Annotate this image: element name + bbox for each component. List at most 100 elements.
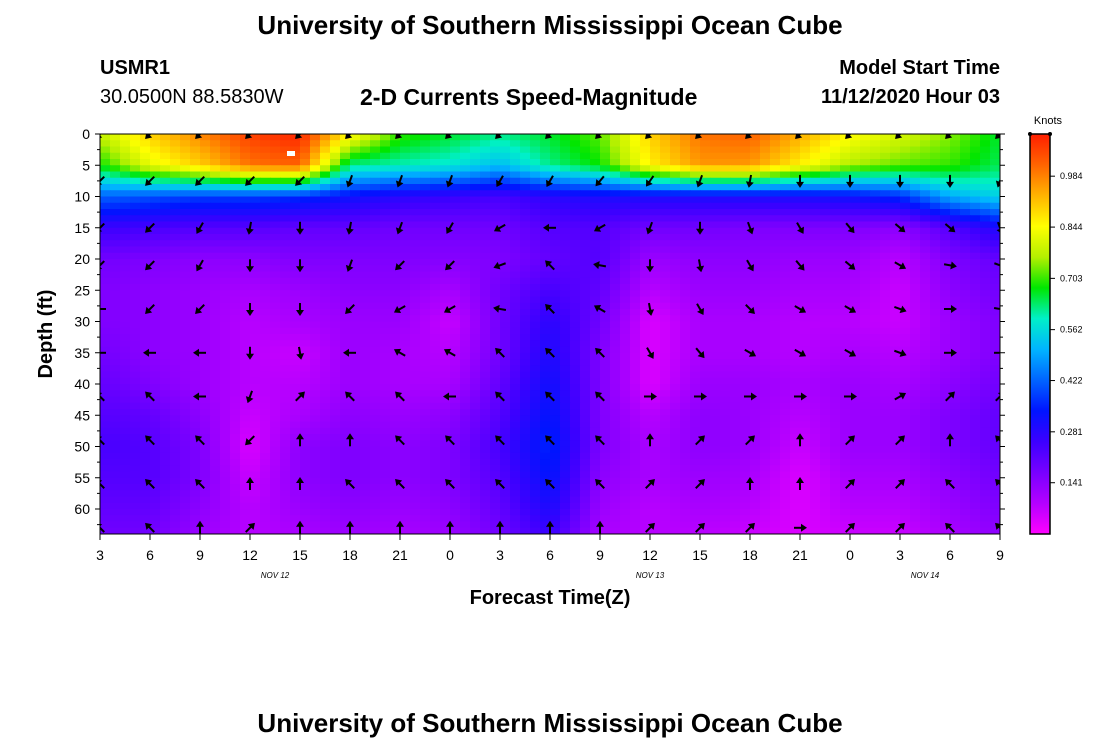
heatmap-cell xyxy=(340,277,351,285)
heatmap-cell xyxy=(510,371,521,379)
heatmap-cell xyxy=(160,259,171,266)
heatmap-cell xyxy=(400,346,411,354)
heatmap-cell xyxy=(130,371,141,379)
heatmap-cell xyxy=(680,346,691,354)
heatmap-cell xyxy=(250,334,261,341)
heatmap-cell xyxy=(250,327,261,335)
heatmap-cell xyxy=(220,334,231,341)
heatmap-cell xyxy=(650,209,661,216)
heatmap-cell xyxy=(970,434,981,441)
heatmap-cell xyxy=(510,340,521,348)
heatmap-cell xyxy=(170,277,181,285)
heatmap-cell xyxy=(180,190,191,198)
heatmap-cell xyxy=(810,165,821,173)
heatmap-cell xyxy=(260,215,271,223)
heatmap-cell xyxy=(630,146,641,154)
heatmap-cell xyxy=(880,215,891,223)
heatmap-cell xyxy=(180,246,191,254)
heatmap-cell xyxy=(440,384,451,391)
heatmap-cell xyxy=(210,396,221,404)
heatmap-cell xyxy=(750,196,761,204)
heatmap-cell xyxy=(680,196,691,204)
heatmap-cell xyxy=(890,365,901,373)
heatmap-cell xyxy=(180,259,191,266)
heatmap-cell xyxy=(910,359,921,366)
heatmap-cell xyxy=(910,271,921,279)
heatmap-cell xyxy=(390,446,401,454)
heatmap-cell xyxy=(270,477,281,485)
heatmap-cell xyxy=(520,384,531,391)
heatmap-cell xyxy=(680,259,691,266)
heatmap-cell xyxy=(940,140,951,148)
heatmap-cell xyxy=(300,234,311,241)
heatmap-cell xyxy=(910,234,921,241)
heatmap-cell xyxy=(320,234,331,241)
heatmap-cell xyxy=(730,252,741,260)
heatmap-cell xyxy=(680,140,691,148)
heatmap-cell xyxy=(560,221,571,229)
heatmap-cell xyxy=(180,377,191,385)
heatmap-cell xyxy=(330,140,341,148)
heatmap-cell xyxy=(820,359,831,366)
heatmap-cell xyxy=(700,402,711,410)
heatmap-cell xyxy=(630,140,641,148)
heatmap-cell xyxy=(960,152,971,160)
heatmap-cell xyxy=(100,209,111,216)
heatmap-cell xyxy=(310,152,321,160)
heatmap-cell xyxy=(950,421,961,429)
heatmap-cell xyxy=(550,452,561,460)
heatmap-cell xyxy=(270,140,281,148)
heatmap-cell xyxy=(310,177,321,185)
heatmap-cell xyxy=(730,152,741,160)
heatmap-cell xyxy=(740,140,751,148)
heatmap-cell xyxy=(230,221,241,229)
heatmap-cell xyxy=(600,271,611,279)
heatmap-cell xyxy=(970,377,981,385)
heatmap-cell xyxy=(580,227,591,235)
heatmap-cell xyxy=(870,352,881,360)
heatmap-cell xyxy=(280,202,291,210)
heatmap-cell xyxy=(910,452,921,460)
heatmap-cell xyxy=(350,459,361,466)
heatmap-cell xyxy=(290,221,301,229)
heatmap-cell xyxy=(400,452,411,460)
heatmap-cell xyxy=(440,246,451,254)
heatmap-cell xyxy=(570,390,581,398)
heatmap-cell xyxy=(350,196,361,204)
heatmap-cell xyxy=(240,171,251,179)
heatmap-cell xyxy=(860,421,871,429)
heatmap-cell xyxy=(900,159,911,166)
heatmap-cell xyxy=(660,471,671,479)
heatmap-cell xyxy=(250,471,261,479)
heatmap-cell xyxy=(450,434,461,441)
heatmap-cell xyxy=(910,215,921,223)
heatmap-cell xyxy=(860,252,871,260)
heatmap-cell xyxy=(710,427,721,435)
heatmap-cell xyxy=(140,446,151,454)
heatmap-cell xyxy=(370,184,381,191)
heatmap-cell xyxy=(810,334,821,341)
heatmap-cell xyxy=(460,202,471,210)
heatmap-cell xyxy=(570,340,581,348)
heatmap-cell xyxy=(320,140,331,148)
heatmap-cell xyxy=(790,434,801,441)
heatmap-cell xyxy=(230,202,241,210)
heatmap-cell xyxy=(160,402,171,410)
heatmap-cell xyxy=(300,427,311,435)
heatmap-cell xyxy=(500,184,511,191)
heatmap-cell xyxy=(170,315,181,323)
heatmap-cell xyxy=(130,359,141,366)
heatmap-cell xyxy=(330,334,341,341)
heatmap-cell xyxy=(670,215,681,223)
heatmap-cell xyxy=(810,309,821,316)
heatmap-cell xyxy=(270,152,281,160)
heatmap-cell xyxy=(390,252,401,260)
heatmap-cell xyxy=(950,309,961,316)
heatmap-cell xyxy=(950,440,961,448)
heatmap-cell xyxy=(170,177,181,185)
heatmap-cell xyxy=(920,165,931,173)
heatmap-cell xyxy=(170,377,181,385)
heatmap-cell xyxy=(540,396,551,404)
heatmap-cell xyxy=(140,177,151,185)
heatmap-cell xyxy=(290,234,301,241)
